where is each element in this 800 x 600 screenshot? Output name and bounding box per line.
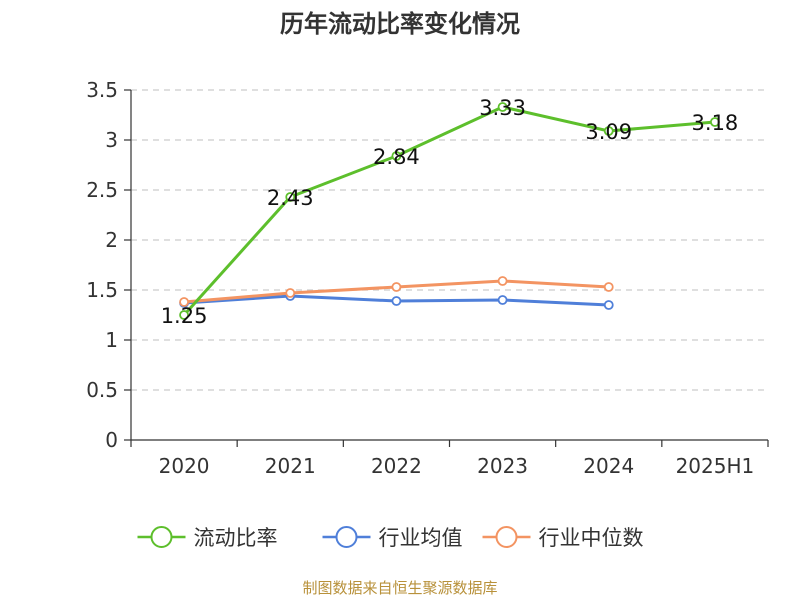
data-label: 1.25: [161, 304, 208, 328]
y-tick-label: 1: [105, 328, 118, 352]
data-label: 2.43: [267, 186, 314, 210]
chart-title: 历年流动比率变化情况: [280, 10, 520, 38]
data-label: 3.18: [692, 111, 739, 135]
axes: [124, 89, 769, 447]
y-tick-label: 2: [105, 228, 118, 252]
y-tick-label: 0.5: [86, 378, 118, 402]
data-point: [179, 310, 189, 320]
series-line-0: [182, 105, 716, 317]
source-note: 制图数据来自恒生聚源数据库: [302, 579, 498, 597]
legend: 流动比率 行业均值 行业中位数: [137, 526, 644, 550]
data-point: [603, 300, 614, 310]
x-tick-label: 2025H1: [676, 454, 755, 478]
y-tick-label: 3.5: [86, 78, 118, 102]
data-point: [391, 151, 402, 161]
data-point: [179, 297, 189, 307]
grid-lines: [131, 89, 768, 391]
data-point: [285, 192, 296, 202]
legend-label: 流动比率: [194, 526, 278, 550]
data-label: 2.84: [373, 145, 420, 169]
y-tick-label: 3: [105, 128, 118, 152]
x-tick-label: 2020: [159, 454, 210, 478]
y-tick-label: 0: [105, 428, 118, 452]
legend-item: 流动比率: [137, 526, 278, 550]
legend-item: 行业均值: [322, 526, 463, 550]
data-point: [603, 282, 614, 292]
y-tick-label: 2.5: [86, 178, 118, 202]
legend-marker-icon: [335, 526, 358, 548]
data-point: [497, 295, 508, 305]
legend-marker-icon: [150, 526, 173, 548]
data-point: [497, 276, 508, 286]
legend-item: 行业中位数: [482, 526, 644, 550]
data-point: [391, 282, 402, 292]
data-label: 3.33: [479, 96, 526, 120]
y-axis-ticks: 0 0.5 1 1.5 2 2.5 3 3.5: [86, 78, 118, 452]
data-point: [497, 102, 508, 112]
x-axis-ticks: 2020 2021 2022 2023 2024 2025H1: [159, 454, 755, 478]
x-tick-label: 2023: [477, 454, 528, 478]
legend-label: 行业均值: [379, 526, 463, 550]
legend-label: 行业中位数: [539, 526, 644, 550]
data-label: 3.09: [585, 120, 632, 144]
x-tick-label: 2021: [265, 454, 316, 478]
data-point: [285, 288, 296, 298]
x-tick-label: 2022: [371, 454, 422, 478]
series-lines: [179, 102, 720, 320]
data-point: [391, 296, 402, 306]
data-labels: 1.25 2.43 2.84 3.33 3.09 3.18: [161, 96, 739, 328]
x-tick-label: 2024: [583, 454, 634, 478]
data-point: [603, 126, 614, 136]
y-tick-label: 1.5: [86, 278, 118, 302]
legend-marker-icon: [495, 526, 518, 548]
data-point: [710, 117, 720, 127]
